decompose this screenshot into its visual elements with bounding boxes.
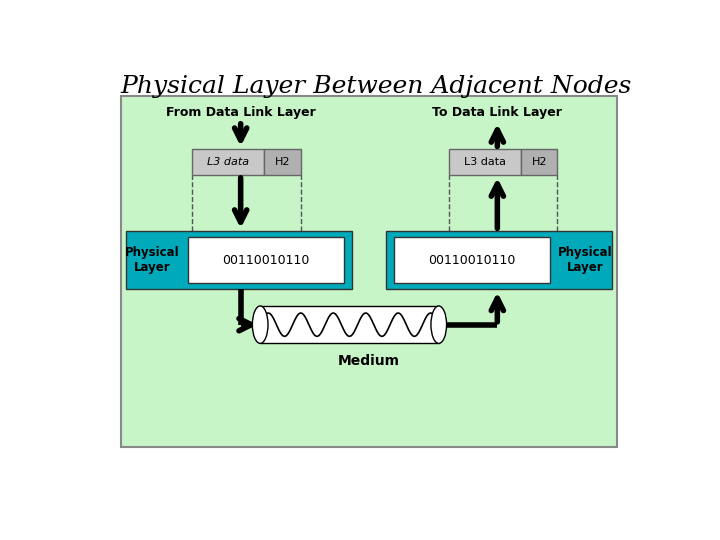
Text: Physical Layer Between Adjacent Nodes: Physical Layer Between Adjacent Nodes xyxy=(121,75,632,98)
FancyBboxPatch shape xyxy=(121,96,617,447)
Text: L3 data: L3 data xyxy=(464,157,505,167)
FancyBboxPatch shape xyxy=(521,149,557,175)
Text: H2: H2 xyxy=(531,157,547,167)
FancyBboxPatch shape xyxy=(449,149,521,175)
FancyBboxPatch shape xyxy=(260,306,438,343)
Text: From Data Link Layer: From Data Link Layer xyxy=(166,106,315,119)
Text: L3 data: L3 data xyxy=(207,157,249,167)
FancyBboxPatch shape xyxy=(188,238,344,283)
FancyBboxPatch shape xyxy=(264,149,301,175)
Text: 00110010110: 00110010110 xyxy=(222,254,310,267)
Text: To Data Link Layer: To Data Link Layer xyxy=(433,106,562,119)
Text: Physical
Layer: Physical Layer xyxy=(125,246,180,274)
FancyBboxPatch shape xyxy=(126,231,352,289)
Text: Physical
Layer: Physical Layer xyxy=(558,246,613,274)
Text: H2: H2 xyxy=(275,157,290,167)
FancyBboxPatch shape xyxy=(386,231,612,289)
Ellipse shape xyxy=(431,306,446,343)
FancyBboxPatch shape xyxy=(394,238,550,283)
Text: 00110010110: 00110010110 xyxy=(428,254,516,267)
FancyBboxPatch shape xyxy=(192,149,264,175)
Text: Medium: Medium xyxy=(338,354,400,368)
Ellipse shape xyxy=(253,306,268,343)
